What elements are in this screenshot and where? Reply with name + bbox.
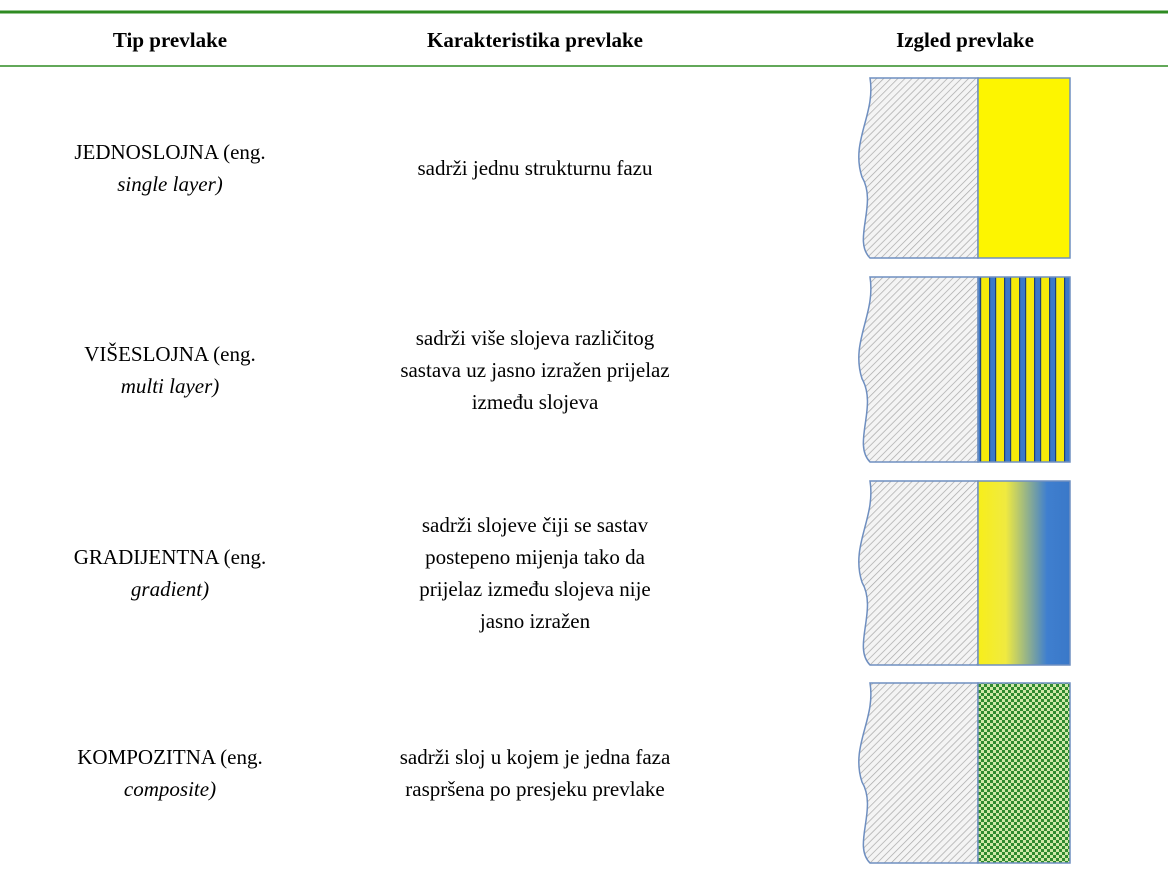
description-line: jasno izražen (479, 609, 591, 633)
substrate (858, 276, 979, 463)
coating-type: JEDNOSLOJNA (eng. single layer) (20, 136, 320, 200)
description: sadrži više slojeva različitog sastava uz… (330, 322, 740, 418)
column-header: Tip prevlake (112, 28, 228, 52)
description-line: sadrži sloj u kojem je jedna faza (399, 745, 671, 769)
type-line: JEDNOSLOJNA (eng. (20, 136, 320, 168)
eng-label: (eng. (223, 140, 266, 164)
coating (977, 480, 1071, 666)
eng-label: (eng. (220, 745, 263, 769)
type-name: GRADIJENTNA (73, 545, 219, 569)
description-line: prijelaz između slojeva nije (419, 577, 651, 601)
type-line: VIŠESLOJNA (eng. (20, 338, 320, 370)
english-term: gradient) (130, 577, 210, 601)
coating (977, 77, 1071, 259)
type-line: GRADIJENTNA (eng. (20, 541, 320, 573)
coating (977, 276, 1071, 463)
substrate (858, 480, 979, 666)
description: sadrži slojeve čiji se sastav postepeno m… (330, 509, 740, 637)
english-term: multi layer) (120, 373, 220, 398)
substrate (858, 682, 979, 864)
type-name: KOMPOZITNA (77, 745, 215, 769)
description: sadrži jednu strukturnu fazu (330, 152, 740, 184)
coating-type: KOMPOZITNA (eng. composite) (20, 741, 320, 805)
substrate (858, 77, 979, 259)
description-line: sadrži slojeve čiji se sastav (421, 513, 649, 537)
type-name: VIŠESLOJNA (84, 341, 208, 366)
description-line: sadrži jednu strukturnu fazu (417, 156, 653, 180)
column-header: Izgled prevlake (896, 28, 1034, 52)
description-line: raspršena po presjeku prevlake (405, 777, 665, 801)
description-line: sadrži više slojeva različitog (415, 325, 655, 350)
coating-type: GRADIJENTNA (eng. gradient) (20, 541, 320, 605)
eng-label: (eng. (223, 545, 267, 569)
coating (977, 682, 1071, 864)
description-line: između slojeva (471, 389, 599, 414)
type-name: JEDNOSLOJNA (74, 140, 218, 164)
english-term: composite) (123, 777, 217, 801)
description: sadrži sloj u kojem je jedna faza rasprše… (330, 741, 740, 805)
description-line: postepeno mijenja tako da (425, 545, 645, 569)
column-header: Karakteristika prevlake (426, 28, 643, 52)
coating-type: VIŠESLOJNA (eng. multi layer) (20, 338, 320, 402)
english-term: single layer) (117, 172, 223, 196)
type-line: KOMPOZITNA (eng. (20, 741, 320, 773)
eng-label: (eng. (213, 341, 256, 366)
description-line: sastava uz jasno izražen prijelaz (400, 357, 670, 382)
